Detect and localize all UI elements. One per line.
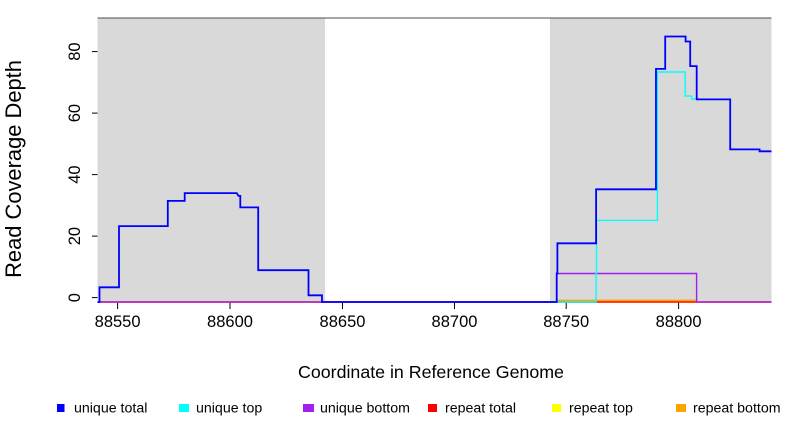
svg-text:unique total: unique total [74,401,147,417]
svg-text:Coordinate in Reference Genome: Coordinate in Reference Genome [298,362,564,382]
svg-text:Read Coverage Depth: Read Coverage Depth [1,60,26,278]
svg-text:0: 0 [66,293,84,302]
svg-text:88700: 88700 [432,313,478,331]
svg-text:80: 80 [66,42,84,60]
svg-text:60: 60 [66,104,84,122]
svg-text:88750: 88750 [543,313,589,331]
svg-text:unique top: unique top [196,401,262,417]
svg-text:88650: 88650 [320,313,366,331]
svg-text:repeat bottom: repeat bottom [693,401,781,417]
svg-text:88600: 88600 [207,313,253,331]
svg-text:repeat top: repeat top [569,401,633,417]
svg-text:88800: 88800 [656,313,702,331]
svg-text:unique bottom: unique bottom [320,401,410,417]
svg-text:20: 20 [66,227,84,245]
svg-text:88550: 88550 [95,313,141,331]
svg-text:repeat total: repeat total [445,401,516,417]
svg-text:40: 40 [66,165,84,183]
